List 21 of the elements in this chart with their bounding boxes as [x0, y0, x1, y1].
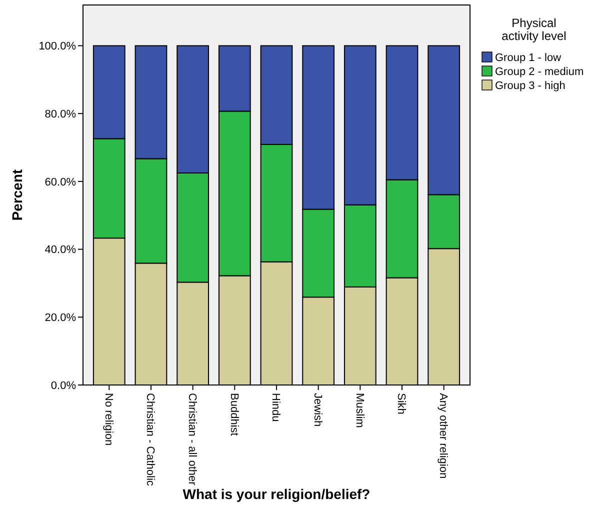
- y-tick-label: 20.0%: [44, 312, 76, 324]
- x-tick-label: Any other religion: [437, 393, 449, 479]
- x-tick-label: Muslim: [353, 393, 366, 428]
- x-tick-label: Christian - all other: [186, 393, 198, 486]
- y-tick-label: 80.0%: [44, 108, 76, 120]
- x-tick-label: Buddhist: [228, 393, 240, 436]
- y-tick-label: 60.0%: [44, 176, 76, 188]
- x-tick-label: Sikh: [395, 393, 408, 414]
- legend-label: Group 3 - high: [495, 80, 566, 92]
- legend-title: Physical activity level: [502, 16, 566, 44]
- x-axis-title: What is your religion/belief?: [182, 486, 370, 502]
- y-tick-label: 0.0%: [50, 380, 76, 392]
- y-axis-title: Percent: [9, 168, 25, 221]
- x-tick-label: Jewish: [311, 393, 324, 427]
- x-tick-label: Hindu: [270, 393, 282, 422]
- y-tick-label: 40.0%: [44, 244, 76, 256]
- legend-label: Group 1 - low: [495, 52, 562, 64]
- x-tick-label: No religion: [102, 393, 114, 446]
- y-tick-label: 100.0%: [38, 40, 76, 53]
- legend-label: Group 2 - medium: [495, 66, 584, 78]
- x-tick-label: Christian - Catholic: [144, 393, 156, 486]
